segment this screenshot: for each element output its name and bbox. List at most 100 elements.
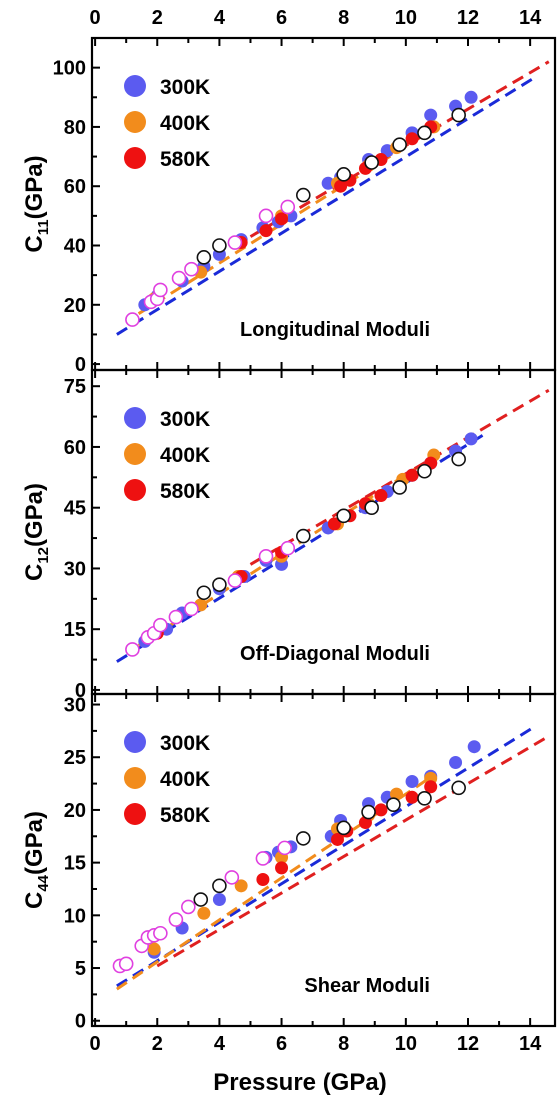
- y-tick-label: 45: [64, 498, 86, 520]
- x-tick-label-top: 4: [214, 7, 226, 29]
- point-580K: [424, 780, 438, 794]
- y-tick-label: 20: [64, 800, 86, 822]
- y-axis-label-unit: (GPa): [21, 483, 48, 547]
- legend-marker-400K: [124, 111, 146, 133]
- point-open-series-5: [386, 797, 401, 812]
- point-open-series-5: [417, 125, 432, 141]
- legend-marker-400K: [124, 443, 146, 465]
- point-open-series-4: [168, 912, 184, 927]
- panel-annotation: Longitudinal Moduli: [240, 319, 430, 341]
- point-open-series-5: [212, 577, 227, 592]
- legend-label-400K: 400K: [160, 768, 210, 791]
- point-300K: [464, 90, 478, 104]
- point-open-series-4: [255, 851, 271, 866]
- legend-label-300K: 300K: [160, 408, 210, 431]
- x-tick-label-top: 14: [519, 7, 542, 29]
- point-open-series-5: [361, 804, 376, 820]
- panel-frame: [90, 692, 557, 1028]
- y-axis-label-main: C: [21, 892, 48, 909]
- x-tick-label-top: 12: [457, 7, 479, 29]
- fit-line-1: [116, 75, 538, 336]
- y-axis-label-main: C: [21, 235, 48, 252]
- point-580K: [405, 790, 419, 804]
- legend-label-580K: 580K: [160, 804, 210, 827]
- fit-line-1: [116, 433, 485, 663]
- y-axis-label: C11(GPa): [21, 155, 52, 252]
- x-tick-label-bottom: 6: [276, 1033, 287, 1055]
- point-open-series-4: [184, 261, 199, 277]
- y-tick-label: 15: [64, 619, 86, 641]
- legend-label-400K: 400K: [160, 444, 210, 467]
- y-tick-label: 10: [64, 905, 86, 927]
- point-open-series-5: [196, 250, 212, 265]
- legend-label-580K: 580K: [160, 480, 210, 503]
- panel-1: 0 20 40 60 80 100 C11(GPa) 300K 400K 580K Longitud…: [21, 36, 557, 376]
- y-tick-label: 30: [64, 558, 86, 580]
- point-open-series-4: [153, 617, 168, 633]
- point-open-series-4: [168, 609, 184, 625]
- legend-label-400K: 400K: [160, 112, 210, 135]
- y-tick-label: 20: [64, 295, 86, 317]
- point-open-series-5: [451, 451, 466, 467]
- point-open-series-4: [171, 270, 187, 286]
- point-open-series-4: [224, 870, 240, 885]
- point-open-series-5: [451, 780, 466, 796]
- point-580K: [275, 212, 289, 226]
- point-open-series-4: [227, 235, 243, 250]
- x-tick-label-bottom: 10: [395, 1033, 417, 1055]
- y-tick-label: 5: [75, 958, 86, 980]
- y-axis-label-unit: (GPa): [21, 155, 48, 219]
- point-open-series-4: [153, 282, 168, 298]
- y-tick-label: 75: [64, 376, 86, 398]
- y-tick-label: 80: [64, 117, 86, 139]
- point-open-series-5: [296, 831, 311, 846]
- x-tick-label-top: 2: [152, 7, 163, 29]
- point-open-series-4: [125, 642, 140, 657]
- x-tick-label-bottom: 12: [457, 1033, 479, 1055]
- point-open-series-5: [212, 878, 227, 894]
- point-400K: [147, 942, 161, 956]
- point-300K: [321, 176, 335, 190]
- legend-marker-580K: [124, 479, 146, 501]
- y-tick-label: 60: [64, 437, 86, 459]
- legend-label-300K: 300K: [160, 732, 210, 755]
- point-open-series-4: [181, 899, 196, 915]
- x-tick-label-top: 6: [276, 7, 287, 29]
- point-300K: [212, 893, 226, 907]
- y-tick-label: 0: [75, 1011, 86, 1033]
- point-open-series-4: [184, 601, 199, 617]
- y-tick-label: 25: [64, 747, 86, 769]
- y-tick-label: 30: [64, 695, 86, 717]
- fit-line-1: [116, 724, 538, 988]
- y-axis-label-subscript: 11: [35, 219, 52, 235]
- x-tick-label-bottom: 8: [338, 1033, 349, 1055]
- panel-annotation: Off-Diagonal Moduli: [240, 643, 430, 665]
- point-open-series-5: [196, 585, 212, 601]
- point-open-series-4: [118, 956, 134, 972]
- y-axis-label-subscript: 12: [35, 547, 52, 564]
- point-open-series-5: [296, 528, 311, 544]
- point-300K: [405, 774, 419, 788]
- point-open-series-5: [417, 791, 432, 806]
- point-580K: [330, 832, 344, 846]
- point-open-series-4: [258, 548, 274, 564]
- point-open-series-5: [364, 155, 379, 170]
- y-tick-label: 60: [64, 176, 86, 198]
- point-580K: [334, 179, 348, 193]
- y-tick-label: 15: [64, 853, 86, 875]
- legend-marker-580K: [124, 147, 146, 169]
- y-axis-label-main: C: [21, 564, 48, 581]
- x-tick-label-bottom: 14: [519, 1033, 542, 1055]
- x-axis-title: Pressure (GPa): [213, 1069, 386, 1096]
- point-580K: [374, 489, 388, 503]
- point-400K: [234, 879, 248, 893]
- point-open-series-4: [277, 840, 292, 856]
- point-open-series-5: [336, 820, 351, 836]
- y-tick-label: 40: [64, 236, 86, 258]
- y-tick-label: 0: [75, 354, 86, 376]
- y-axis-label-unit: (GPa): [21, 811, 48, 875]
- point-open-series-5: [392, 137, 407, 153]
- y-axis-label: C12(GPa): [21, 483, 52, 581]
- x-tick-label-top: 8: [338, 7, 349, 29]
